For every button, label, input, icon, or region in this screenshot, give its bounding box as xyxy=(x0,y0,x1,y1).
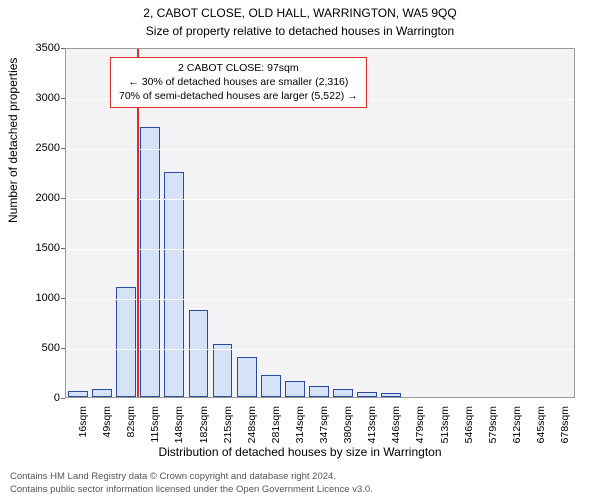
y-tick-mark xyxy=(61,98,65,99)
gridline xyxy=(66,299,574,300)
histogram-bar xyxy=(333,389,353,397)
gridline xyxy=(66,349,574,350)
histogram-bar xyxy=(189,310,209,397)
annotation-box: 2 CABOT CLOSE: 97sqm ← 30% of detached h… xyxy=(110,57,367,108)
y-tick-mark xyxy=(61,248,65,249)
footer-line2: Contains public sector information licen… xyxy=(10,484,590,496)
y-tick-mark xyxy=(61,198,65,199)
annotation-line1: 2 CABOT CLOSE: 97sqm xyxy=(119,61,358,75)
y-tick-label: 500 xyxy=(10,342,60,354)
y-tick-label: 3000 xyxy=(10,92,60,104)
histogram-bar xyxy=(357,392,377,398)
y-tick-label: 3500 xyxy=(10,42,60,54)
y-tick-label: 2000 xyxy=(10,192,60,204)
footer-attribution: Contains HM Land Registry data © Crown c… xyxy=(10,471,590,496)
chart-container: 2, CABOT CLOSE, OLD HALL, WARRINGTON, WA… xyxy=(0,0,600,500)
histogram-bar xyxy=(213,344,233,397)
y-tick-label: 0 xyxy=(10,392,60,404)
histogram-bar xyxy=(164,172,184,397)
histogram-bar xyxy=(92,389,112,397)
gridline xyxy=(66,199,574,200)
chart-title-line1: 2, CABOT CLOSE, OLD HALL, WARRINGTON, WA… xyxy=(0,6,600,20)
y-tick-mark xyxy=(61,48,65,49)
histogram-bar xyxy=(68,391,88,397)
y-tick-mark xyxy=(61,148,65,149)
y-tick-label: 1000 xyxy=(10,292,60,304)
histogram-bar xyxy=(261,375,281,397)
histogram-bar xyxy=(285,381,305,397)
x-axis-label: Distribution of detached houses by size … xyxy=(0,445,600,459)
histogram-bar xyxy=(309,386,329,397)
y-tick-mark xyxy=(61,298,65,299)
annotation-line2: ← 30% of detached houses are smaller (2,… xyxy=(119,75,358,89)
y-tick-mark xyxy=(61,348,65,349)
annotation-line3: 70% of semi-detached houses are larger (… xyxy=(119,89,358,103)
histogram-bar xyxy=(116,287,136,397)
footer-line1: Contains HM Land Registry data © Crown c… xyxy=(10,471,590,483)
y-tick-label: 2500 xyxy=(10,142,60,154)
histogram-bar xyxy=(237,357,257,397)
y-tick-label: 1500 xyxy=(10,242,60,254)
gridline xyxy=(66,249,574,250)
histogram-bar xyxy=(381,393,401,397)
gridline xyxy=(66,149,574,150)
y-tick-mark xyxy=(61,398,65,399)
histogram-bar xyxy=(140,127,160,397)
chart-title-line2: Size of property relative to detached ho… xyxy=(0,24,600,38)
